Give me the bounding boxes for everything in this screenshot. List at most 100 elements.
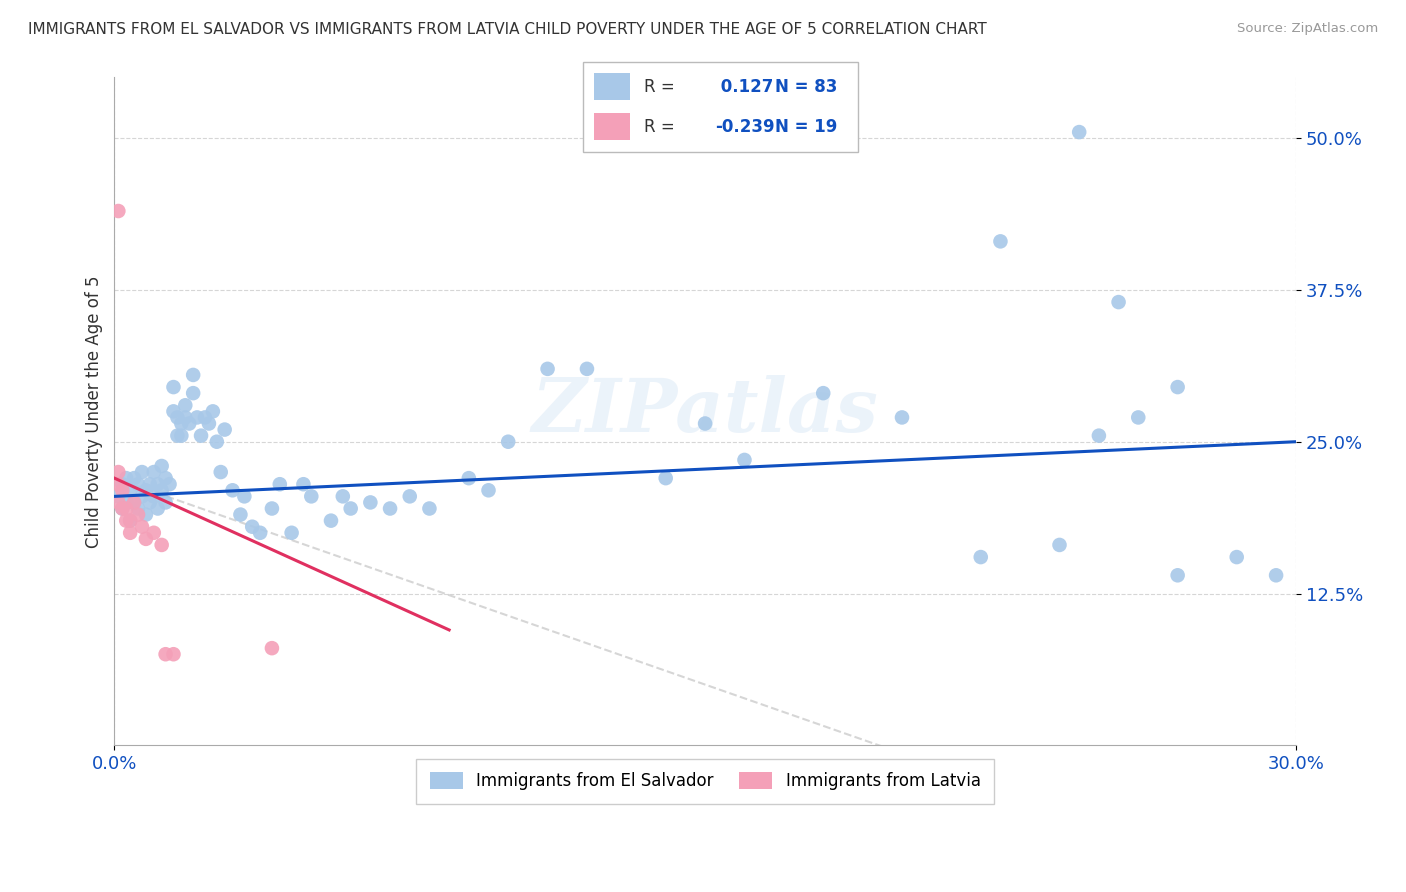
Text: Source: ZipAtlas.com: Source: ZipAtlas.com (1237, 22, 1378, 36)
Point (115, 501, 138, 516)
Point (536, 362, 558, 376)
Text: N = 19: N = 19 (776, 118, 838, 136)
Point (198, 417, 221, 431)
Point (135, 532, 157, 546)
Point (214, 423, 236, 437)
Point (260, 641, 283, 656)
Point (813, 386, 835, 401)
Point (1167, 380, 1189, 394)
Point (120, 514, 142, 528)
Point (693, 417, 716, 431)
Point (1088, 428, 1111, 442)
Point (127, 501, 149, 516)
Point (135, 483, 157, 498)
Point (142, 489, 165, 503)
Text: ZIPatlas: ZIPatlas (531, 376, 879, 448)
Point (221, 483, 243, 498)
Point (1128, 410, 1150, 425)
Point (131, 465, 153, 479)
Point (181, 368, 204, 382)
Point (575, 362, 598, 376)
Point (107, 477, 129, 491)
Point (260, 501, 283, 516)
Text: -0.239: -0.239 (716, 118, 775, 136)
Point (107, 465, 129, 479)
Point (418, 501, 440, 516)
Point (135, 508, 157, 522)
Point (1049, 538, 1071, 552)
Text: R =: R = (644, 78, 675, 95)
Point (111, 483, 134, 498)
Point (107, 489, 129, 503)
Point (280, 525, 302, 540)
Point (339, 501, 361, 516)
Point (1265, 568, 1288, 582)
Point (654, 471, 676, 485)
Point (139, 477, 162, 491)
Point (111, 501, 134, 516)
Point (170, 417, 193, 431)
Bar (595, 73, 630, 100)
Point (155, 471, 177, 485)
Point (122, 495, 145, 509)
Point (115, 495, 138, 509)
Point (209, 465, 232, 479)
Point (162, 647, 184, 661)
Point (162, 380, 184, 394)
Point (162, 404, 184, 418)
Point (120, 525, 142, 540)
Point (1069, 125, 1091, 139)
Point (131, 519, 153, 533)
Legend: Immigrants from El Salvador, Immigrants from Latvia: Immigrants from El Salvador, Immigrants … (416, 759, 994, 804)
Point (205, 434, 228, 449)
Text: 0.127: 0.127 (716, 78, 773, 95)
Point (170, 428, 193, 442)
Point (1226, 550, 1249, 565)
Point (127, 508, 149, 522)
Point (299, 489, 322, 503)
Point (120, 483, 142, 498)
Point (142, 525, 165, 540)
Point (269, 477, 291, 491)
Point (122, 471, 145, 485)
Point (233, 489, 256, 503)
Point (229, 508, 252, 522)
Point (107, 495, 129, 509)
Point (201, 404, 224, 418)
Point (186, 410, 208, 425)
Point (891, 410, 914, 425)
Point (496, 434, 519, 449)
Point (122, 495, 145, 509)
Point (319, 514, 342, 528)
Point (733, 453, 755, 467)
Point (174, 398, 197, 412)
Point (457, 471, 479, 485)
Point (240, 519, 263, 533)
FancyBboxPatch shape (583, 62, 858, 152)
Point (249, 525, 271, 540)
Point (111, 501, 134, 516)
Point (150, 458, 173, 473)
Point (107, 204, 129, 219)
Point (1108, 295, 1130, 310)
Point (150, 538, 173, 552)
Point (146, 501, 169, 516)
Point (150, 483, 173, 498)
Text: N = 83: N = 83 (776, 78, 838, 95)
Point (111, 477, 134, 491)
Point (131, 489, 153, 503)
Point (120, 514, 142, 528)
Point (166, 410, 188, 425)
Point (190, 428, 212, 442)
Point (155, 495, 177, 509)
Point (159, 477, 181, 491)
Point (166, 428, 188, 442)
Text: R =: R = (644, 118, 675, 136)
Point (155, 647, 177, 661)
Y-axis label: Child Poverty Under the Age of 5: Child Poverty Under the Age of 5 (86, 275, 103, 548)
Point (146, 477, 169, 491)
Point (179, 417, 201, 431)
Point (127, 477, 149, 491)
Point (359, 495, 381, 509)
Point (181, 386, 204, 401)
